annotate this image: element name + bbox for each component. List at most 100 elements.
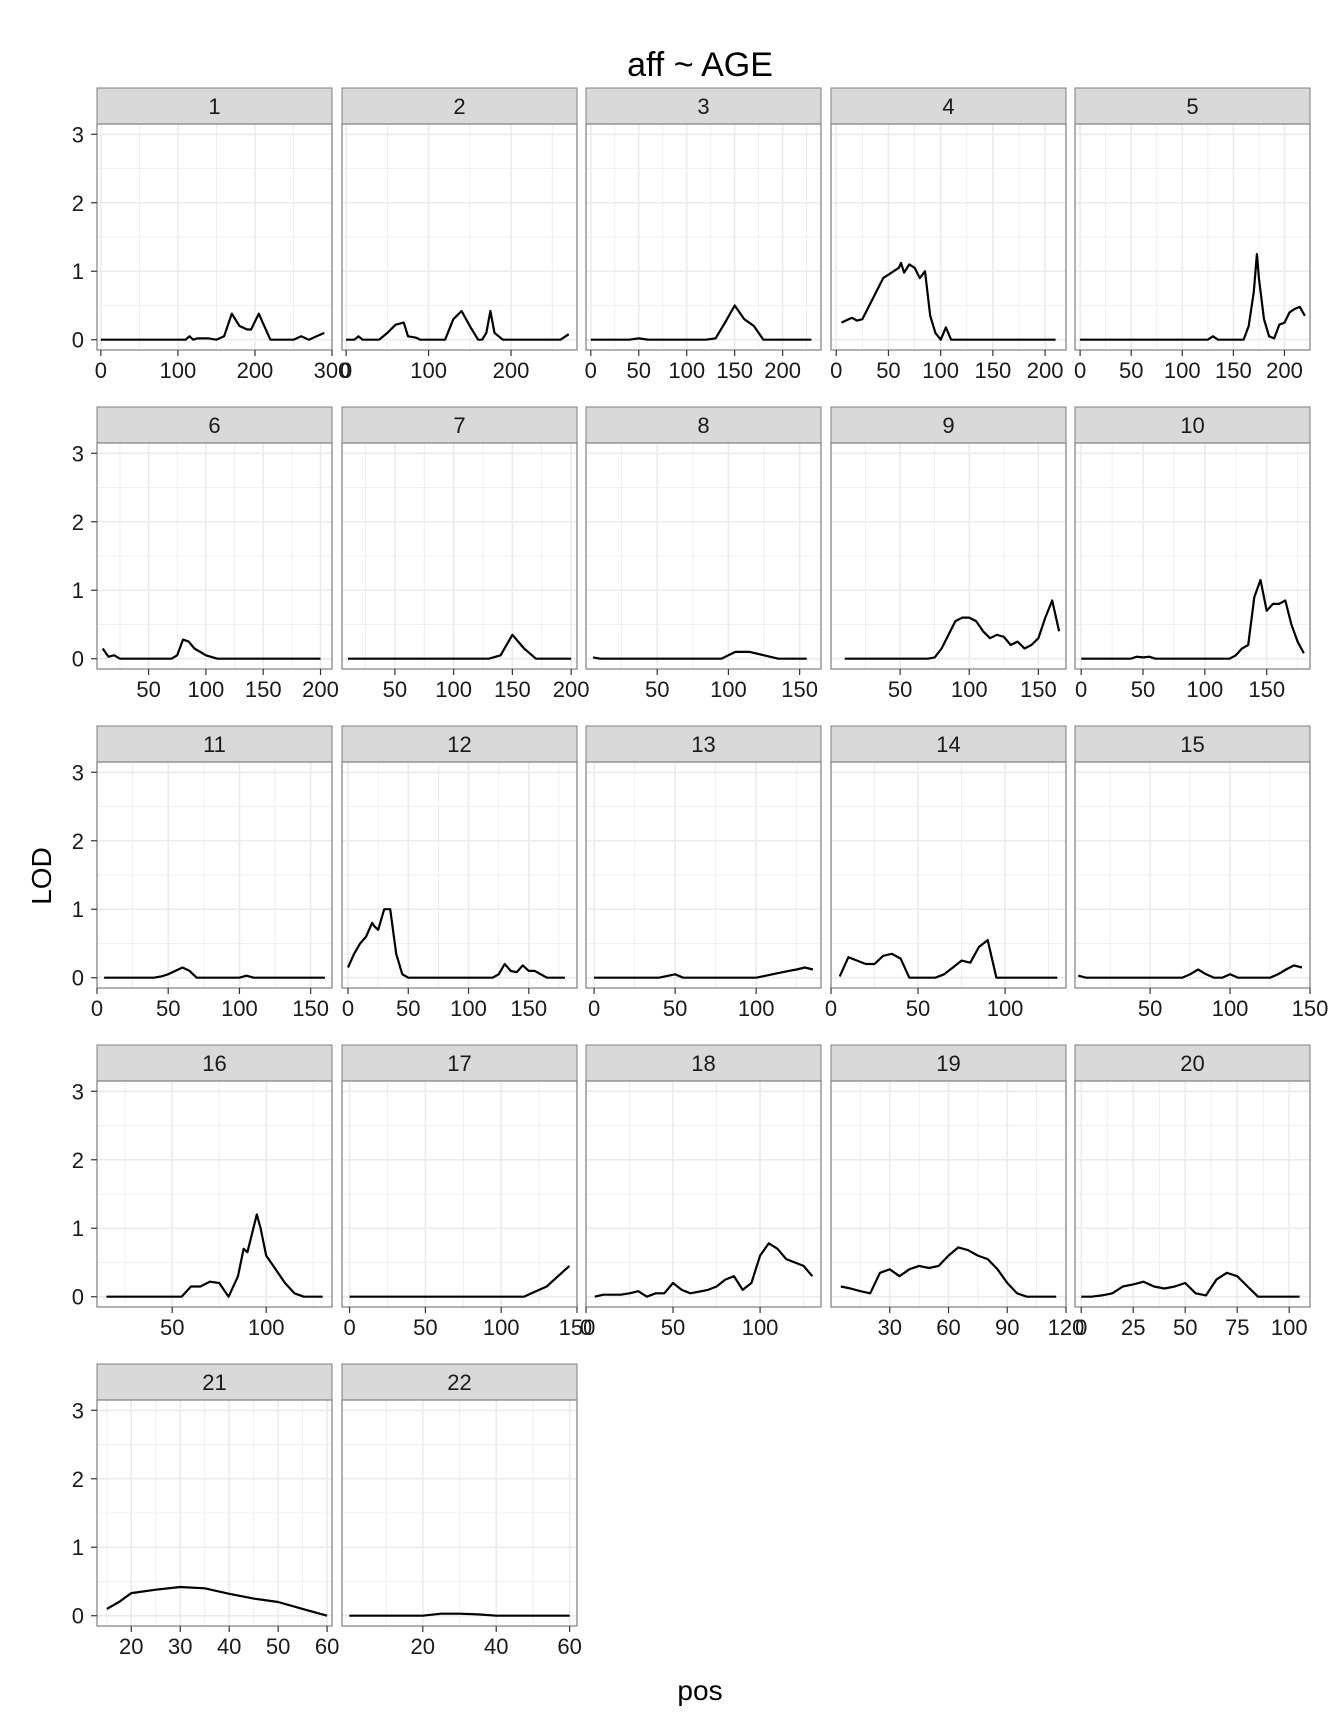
x-tick-label: 200 [1027, 358, 1064, 383]
x-tick-label: 200 [764, 358, 801, 383]
x-tick-label: 150 [781, 677, 818, 702]
facet-panel-19: 19 30 60 90 120 [830, 1044, 1084, 1340]
gridlines [586, 762, 821, 988]
gridlines [1075, 443, 1310, 669]
lod-line-series [594, 1242, 814, 1298]
x-tick-label: 30 [168, 1634, 192, 1659]
lod-line-series [101, 638, 321, 660]
x-tick-label: 0 [342, 996, 354, 1021]
x-tick-label: 200 [493, 358, 530, 383]
x-tick-label: 100 [221, 996, 258, 1021]
x-tick-label: 100 [160, 358, 197, 383]
facet-strip-label: 7 [453, 413, 465, 438]
x-tick-label: 90 [995, 1315, 1019, 1340]
facet-strip [830, 87, 1067, 125]
facet-strip [96, 1363, 333, 1401]
x-tick-label: 50 [1138, 996, 1162, 1021]
lod-line-series [349, 1265, 571, 1298]
lod-line-series [106, 1585, 328, 1617]
x-tick-label: 150 [292, 996, 329, 1021]
lod-line-series [1081, 1271, 1300, 1298]
panel-border [341, 123, 578, 351]
y-tick-label: 2 [72, 1148, 84, 1173]
y-tick-label: 1 [72, 578, 84, 603]
facet-strip-label: 20 [1180, 1051, 1204, 1076]
gridlines [831, 443, 1066, 669]
x-tick-label: 50 [1173, 1315, 1197, 1340]
x-tick-label: 100 [410, 358, 447, 383]
x-tick-label: 50 [645, 677, 669, 702]
facet-strip [830, 406, 1067, 444]
x-tick-label: 50 [627, 358, 651, 383]
lod-line-series [840, 1246, 1057, 1298]
y-tick-label: 2 [72, 510, 84, 535]
gridlines [97, 1400, 332, 1626]
facet-strip [1074, 87, 1311, 125]
panel-border [96, 761, 333, 989]
lod-line-series [104, 966, 325, 979]
facet-strip [830, 1044, 1067, 1082]
panel-border [830, 761, 1067, 989]
facet-strip [1074, 406, 1311, 444]
panel-border [1074, 123, 1311, 351]
facet-panel-15: 15 50 100 150 [1074, 725, 1328, 1021]
x-tick-label: 50 [1131, 677, 1155, 702]
x-tick-label: 50 [160, 1315, 184, 1340]
x-tick-label: 100 [1271, 1315, 1308, 1340]
panel-border [96, 1399, 333, 1627]
x-tick-label: 100 [1164, 358, 1201, 383]
x-tick-label: 50 [663, 996, 687, 1021]
lod-line-series [844, 599, 1061, 660]
x-tick-label: 100 [710, 677, 747, 702]
y-tick-label: 1 [72, 1216, 84, 1241]
panel-border [585, 442, 822, 670]
y-tick-label: 0 [72, 1285, 84, 1310]
facet-strip-label: 3 [697, 94, 709, 119]
facet-panel-4: 4 0 50 100 150 200 [830, 87, 1067, 383]
x-tick-label: 50 [1119, 358, 1143, 383]
x-tick-label: 150 [975, 358, 1012, 383]
x-tick-label: 0 [1074, 358, 1086, 383]
gridlines [1075, 1081, 1310, 1307]
y-axis-title: LOD [26, 847, 57, 905]
x-tick-label: 100 [742, 1315, 779, 1340]
facet-strip-label: 4 [942, 94, 954, 119]
facet-strip [1074, 725, 1311, 763]
x-axis-title: pos [677, 1675, 722, 1706]
facet-strip [341, 725, 578, 763]
x-tick-label: 30 [878, 1315, 902, 1340]
y-tick-label: 0 [72, 1604, 84, 1629]
facet-panel-12: 12 0 50 100 150 [341, 725, 578, 1021]
lod-line-series [594, 966, 814, 979]
x-tick-label: 50 [266, 1634, 290, 1659]
x-tick-label: 150 [245, 677, 282, 702]
panel-border [341, 1399, 578, 1627]
x-tick-label: 50 [876, 358, 900, 383]
x-tick-label: 100 [951, 677, 988, 702]
x-tick-label: 0 [585, 358, 597, 383]
lod-line-series [347, 633, 572, 660]
x-tick-label: 0 [1075, 677, 1087, 702]
lod-line-series [100, 312, 325, 341]
x-tick-label: 60 [557, 1634, 581, 1659]
lod-line-series [1080, 253, 1306, 341]
y-tick-label: 2 [72, 829, 84, 854]
facet-panel-5: 50 50 100 150 200 [1074, 87, 1311, 383]
x-tick-label: 0 [825, 996, 837, 1021]
x-tick-label: 0 [343, 1315, 355, 1340]
lod-line-series [840, 261, 1056, 341]
x-tick-label: 60 [315, 1634, 339, 1659]
x-tick-label: 50 [156, 996, 180, 1021]
y-tick-label: 3 [72, 1398, 84, 1423]
panel-border [96, 442, 333, 670]
x-tick-label: 40 [217, 1634, 241, 1659]
facet-panel-7: 7 50 100 150 200 [341, 406, 589, 702]
facet-strip [585, 406, 822, 444]
x-tick-label: 100 [738, 996, 775, 1021]
y-tick-label: 1 [72, 897, 84, 922]
facet-strip-label: 15 [1180, 732, 1204, 757]
facet-panel-11: 11 0 50 100 150 0 1 2 3 [72, 725, 333, 1021]
